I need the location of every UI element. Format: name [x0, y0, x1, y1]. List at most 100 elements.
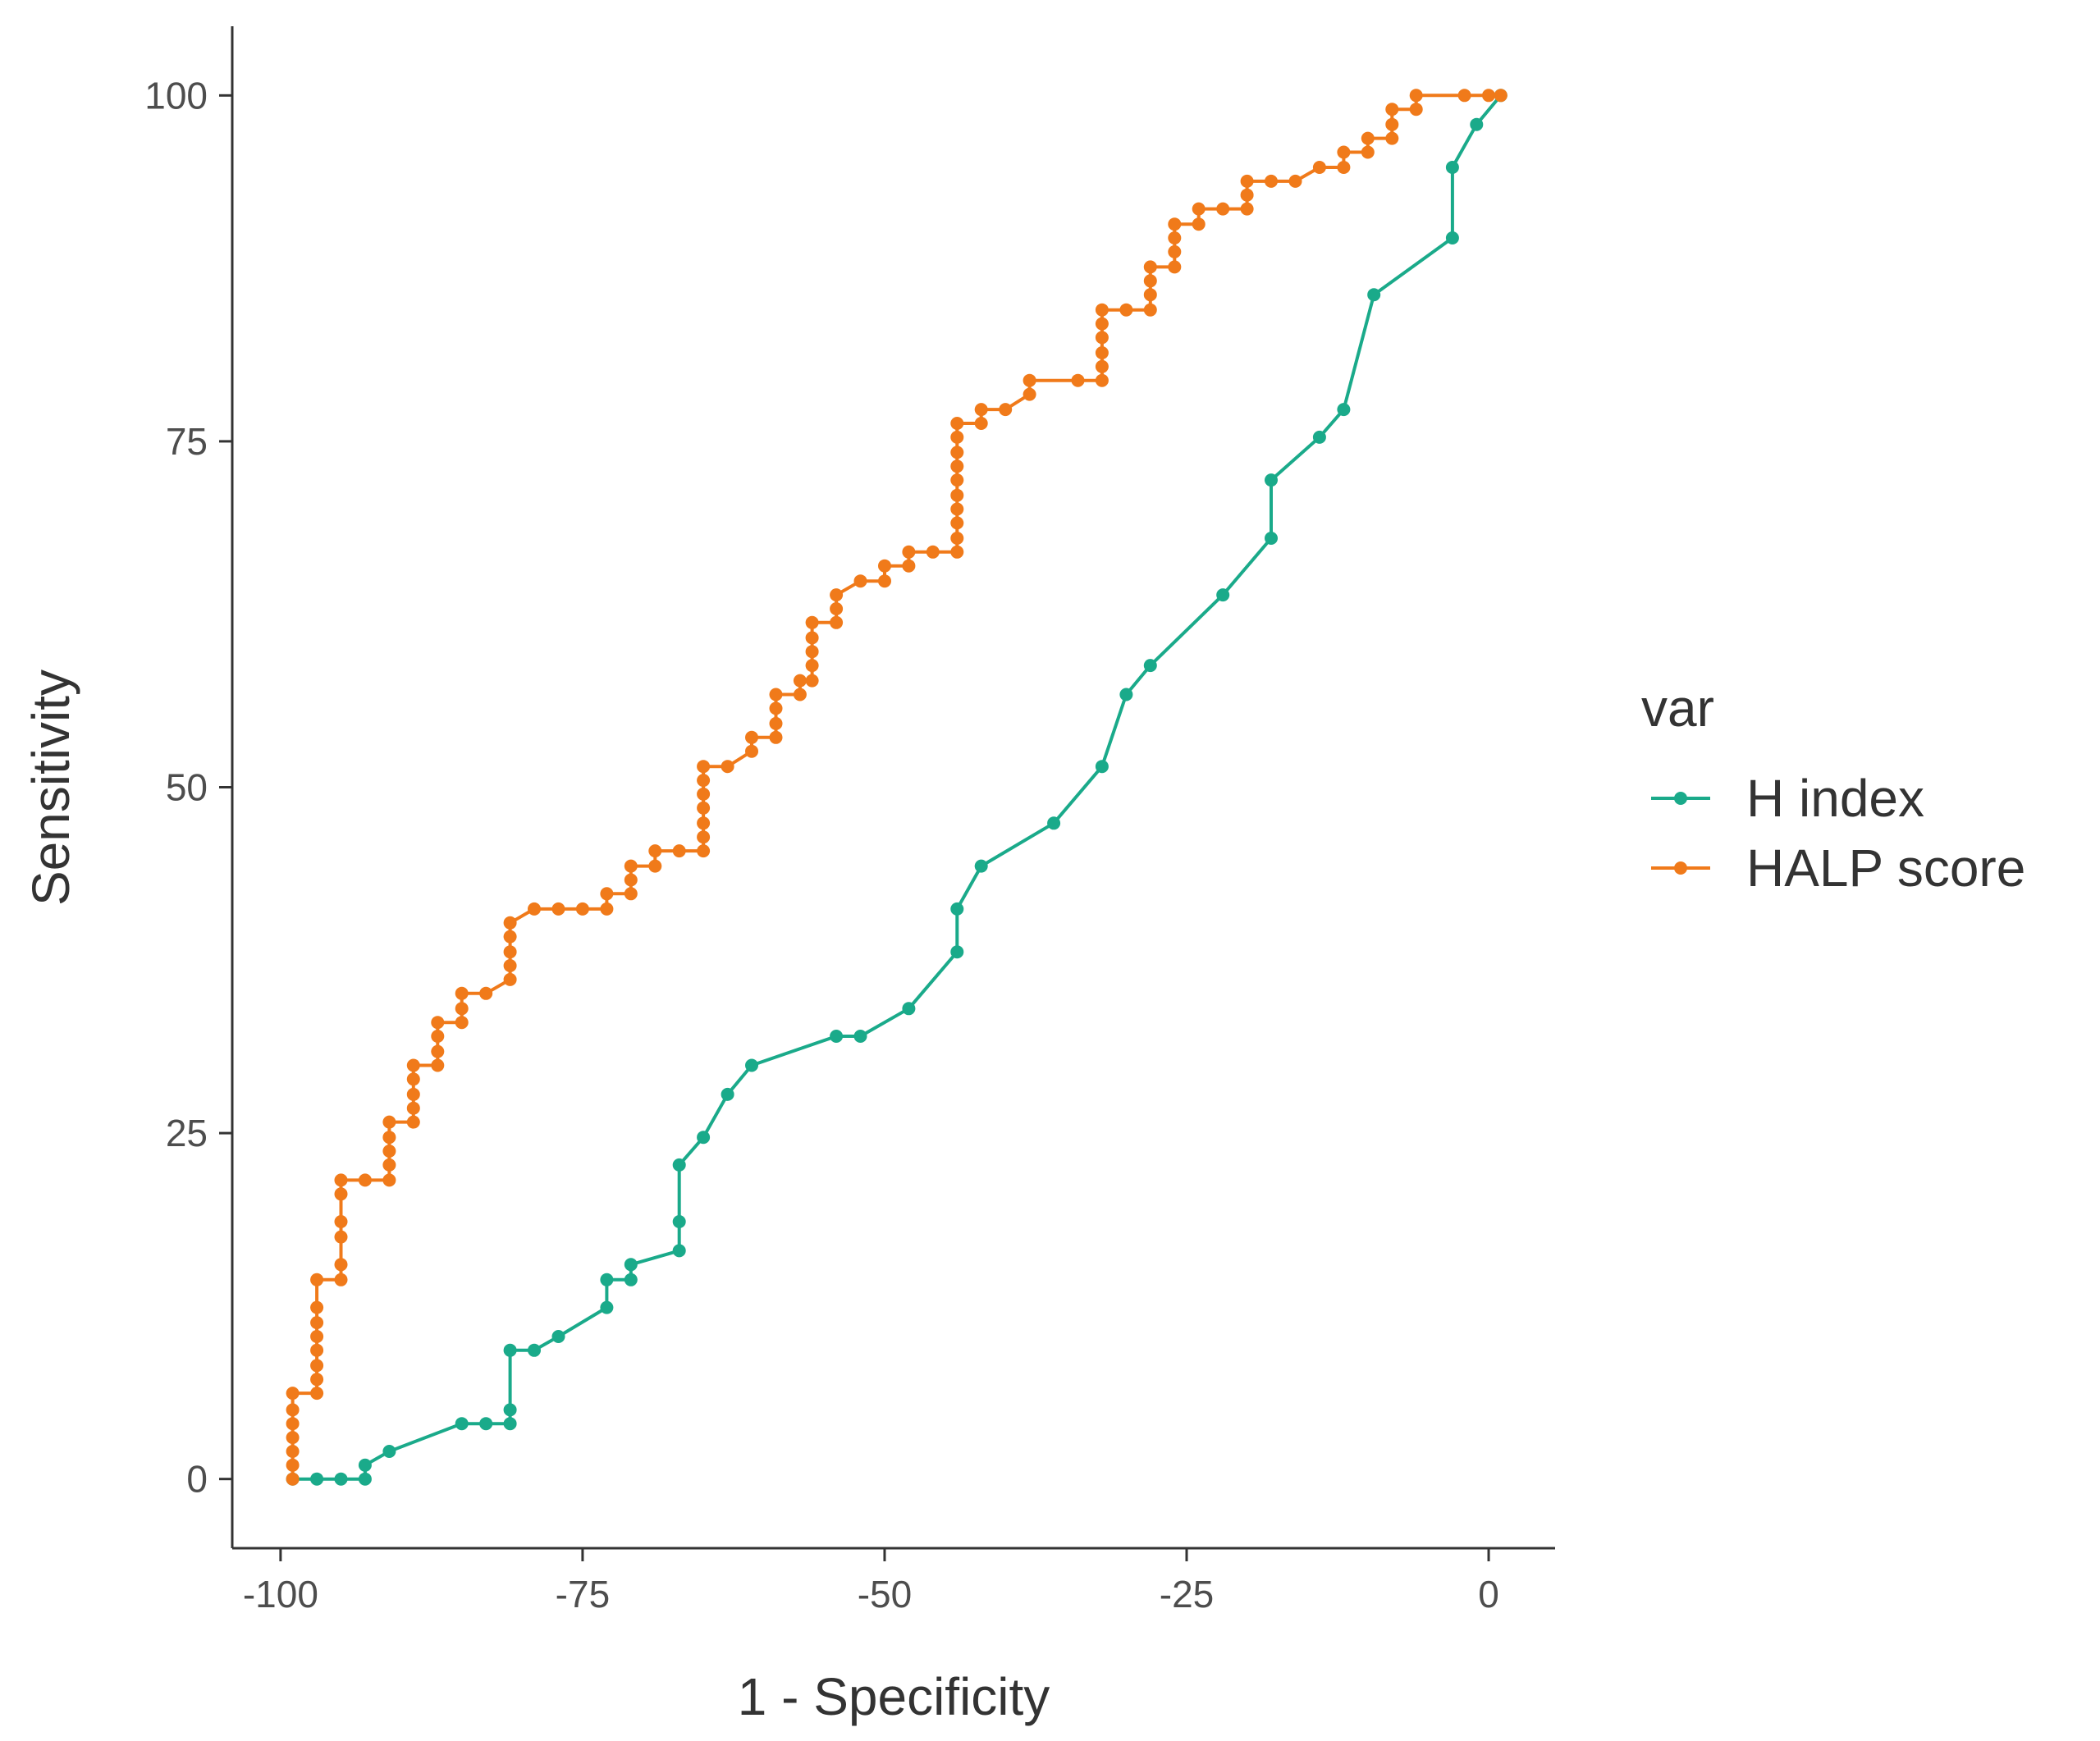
data-point-halp-score: [805, 615, 819, 629]
data-point-h-index: [950, 902, 964, 916]
data-point-halp-score: [286, 1458, 300, 1472]
data-point-halp-score: [950, 502, 964, 516]
data-point-halp-score: [406, 1101, 420, 1115]
data-point-h-index: [1445, 231, 1459, 244]
data-point-h-index: [853, 1030, 867, 1043]
data-point-halp-score: [382, 1158, 396, 1172]
data-point-halp-score: [431, 1044, 445, 1058]
data-point-halp-score: [974, 403, 988, 417]
data-point-h-index: [1337, 403, 1351, 417]
data-point-halp-score: [1192, 217, 1206, 231]
data-point-halp-score: [1168, 231, 1182, 244]
data-point-halp-score: [310, 1300, 324, 1314]
data-point-h-index: [334, 1472, 348, 1486]
data-point-h-index: [721, 1087, 734, 1101]
data-point-halp-score: [382, 1115, 396, 1129]
data-point-halp-score: [950, 430, 964, 444]
data-point-halp-score: [1385, 117, 1399, 131]
data-point-halp-score: [950, 446, 964, 459]
data-point-halp-score: [1071, 373, 1085, 387]
data-point-halp-score: [358, 1173, 372, 1187]
data-point-halp-score: [455, 1016, 469, 1030]
data-point-halp-score: [406, 1115, 420, 1129]
data-point-halp-score: [974, 417, 988, 430]
data-point-h-index: [1143, 659, 1157, 673]
data-point-halp-score: [1288, 174, 1302, 188]
data-point-halp-score: [528, 902, 541, 916]
data-point-halp-score: [1265, 174, 1278, 188]
data-point-halp-score: [830, 602, 844, 615]
data-point-halp-score: [878, 574, 891, 588]
data-point-halp-score: [1361, 131, 1375, 145]
data-point-halp-score: [853, 574, 867, 588]
data-point-halp-score: [793, 674, 807, 688]
data-point-halp-score: [1143, 303, 1157, 317]
x-tick-label: 0: [1478, 1573, 1499, 1615]
x-tick-label: -75: [556, 1573, 610, 1615]
data-point-h-index: [551, 1330, 565, 1343]
data-point-halp-score: [503, 916, 517, 930]
data-point-halp-score: [793, 688, 807, 701]
data-point-halp-score: [503, 972, 517, 986]
data-point-halp-score: [672, 844, 686, 858]
data-point-halp-score: [310, 1330, 324, 1343]
data-point-h-index: [358, 1458, 372, 1472]
data-point-halp-score: [406, 1058, 420, 1072]
data-point-halp-score: [805, 645, 819, 659]
data-point-halp-score: [1095, 359, 1109, 373]
data-point-halp-score: [878, 559, 891, 573]
data-point-halp-score: [721, 760, 734, 774]
y-axis-title: Sensitivity: [21, 669, 80, 906]
series-layer: [286, 89, 1508, 1486]
data-point-halp-score: [1240, 202, 1254, 216]
y-tick-label: 100: [144, 74, 208, 117]
series-line-h-index: [292, 94, 1503, 1481]
data-point-halp-score: [624, 887, 638, 901]
data-point-halp-score: [1095, 346, 1109, 359]
data-point-h-index: [1047, 816, 1061, 830]
data-point-halp-score: [286, 1445, 300, 1458]
data-point-halp-score: [1143, 288, 1157, 302]
data-point-halp-score: [334, 1273, 348, 1286]
data-point-h-index: [697, 1131, 711, 1145]
data-point-halp-score: [697, 844, 711, 858]
y-tick-label: 0: [186, 1458, 208, 1501]
data-point-halp-score: [648, 844, 662, 858]
data-point-halp-score: [286, 1472, 300, 1486]
data-point-halp-score: [769, 701, 783, 715]
data-point-halp-score: [950, 532, 964, 545]
data-point-halp-score: [503, 959, 517, 972]
data-point-h-index: [950, 945, 964, 959]
data-point-h-index: [974, 859, 988, 873]
data-point-halp-score: [600, 902, 614, 916]
x-axis-title: 1 - Specificity: [738, 1667, 1050, 1726]
data-point-halp-score: [950, 488, 964, 502]
data-point-h-index: [902, 1002, 916, 1016]
data-point-h-index: [455, 1417, 469, 1431]
data-point-halp-score: [1216, 202, 1230, 216]
data-point-halp-score: [286, 1431, 300, 1445]
data-point-h-index: [1445, 161, 1459, 174]
series-h-index: [286, 89, 1508, 1486]
legend-label-halp-score: HALP score: [1746, 839, 2025, 898]
data-point-halp-score: [1023, 387, 1036, 401]
data-point-halp-score: [999, 403, 1013, 417]
data-point-halp-score: [310, 1387, 324, 1401]
data-point-h-index: [624, 1273, 638, 1286]
data-point-halp-score: [1337, 145, 1351, 159]
data-point-halp-score: [382, 1145, 396, 1158]
legend-title: var: [1641, 679, 1714, 738]
data-point-halp-score: [769, 730, 783, 744]
data-point-h-index: [1265, 473, 1278, 487]
data-point-halp-score: [745, 744, 758, 758]
data-point-halp-score: [1240, 188, 1254, 202]
data-point-halp-score: [805, 674, 819, 688]
data-point-h-index: [1312, 430, 1326, 444]
data-point-halp-score: [830, 615, 844, 629]
data-point-halp-score: [1409, 89, 1423, 103]
data-point-halp-score: [1361, 145, 1375, 159]
data-point-halp-score: [648, 859, 662, 873]
data-point-halp-score: [950, 545, 964, 559]
